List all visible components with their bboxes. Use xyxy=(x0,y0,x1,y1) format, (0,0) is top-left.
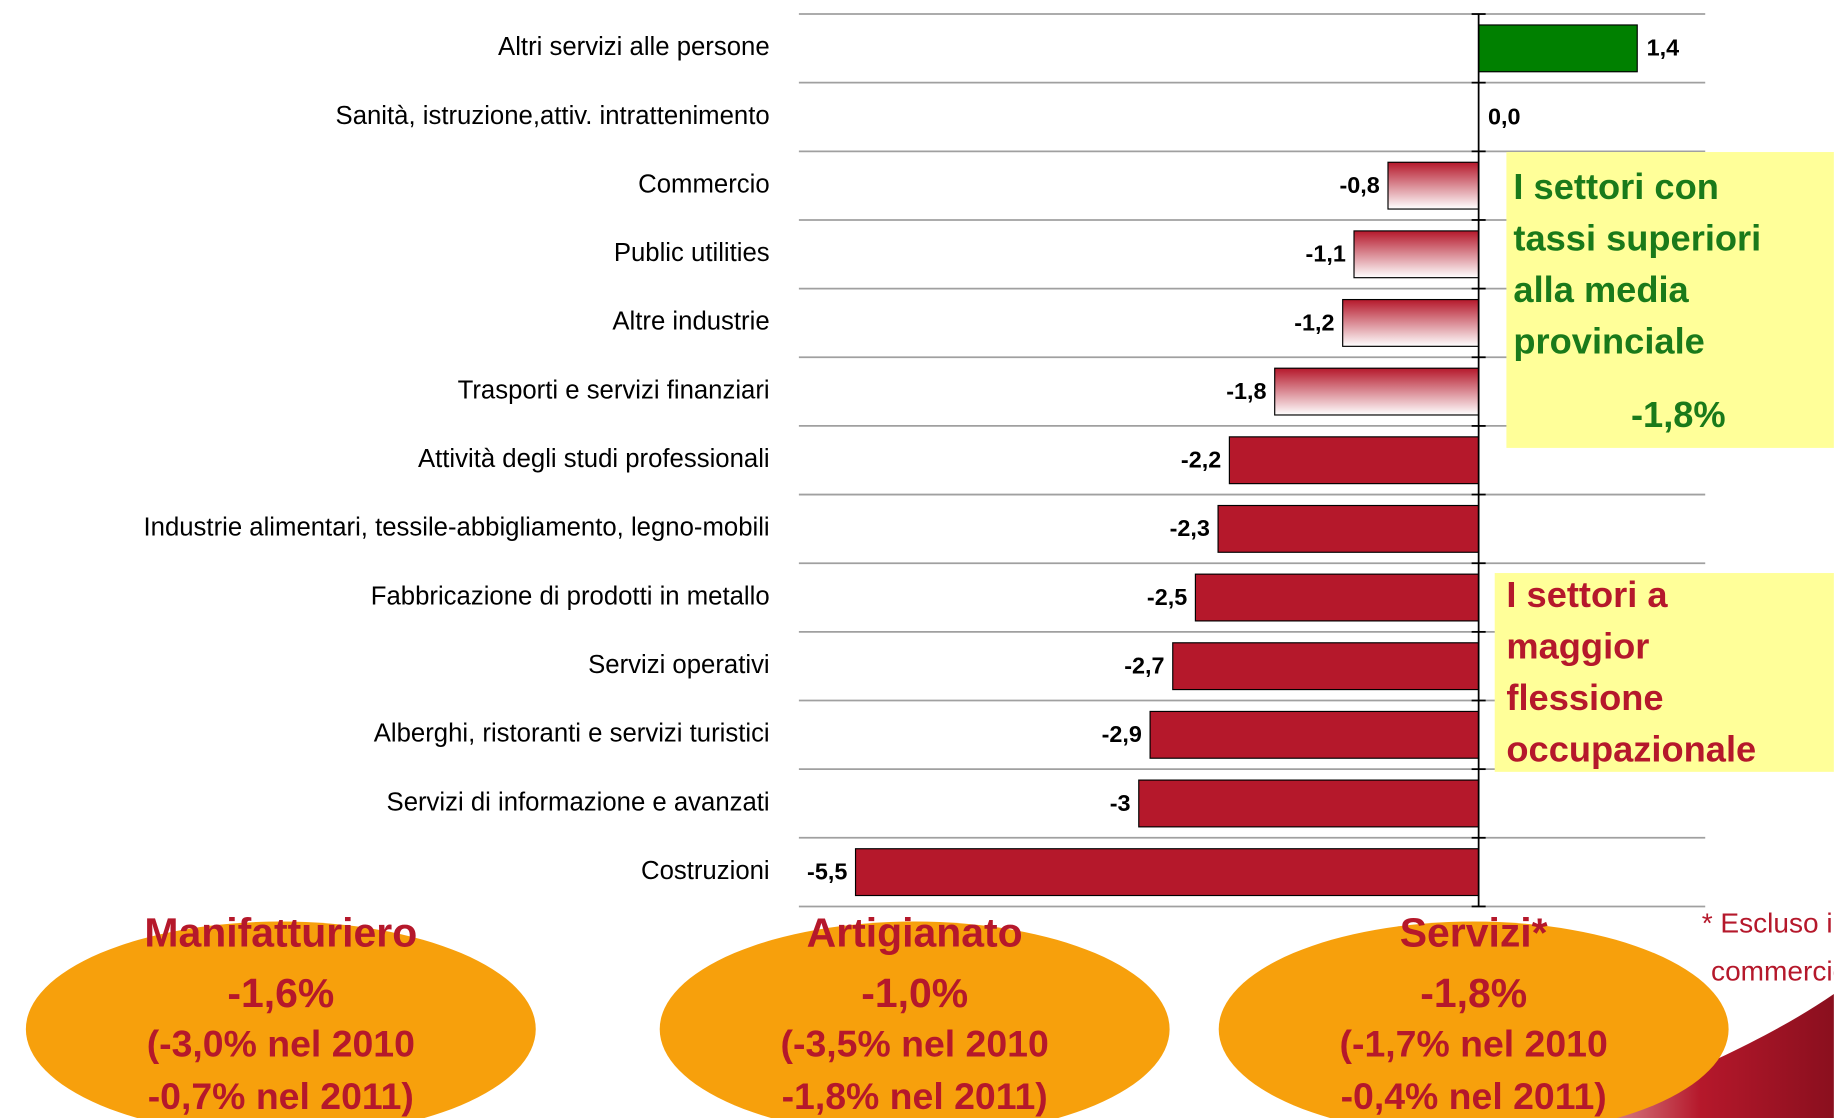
value-label: -0,8 xyxy=(1340,172,1380,198)
category-label: Altre industrie xyxy=(612,308,769,336)
summary-note: (-3,0% nel 2010 xyxy=(147,1023,415,1065)
summary-value: -1,6% xyxy=(227,970,334,1016)
category-label: Commercio xyxy=(638,170,769,198)
category-label: Sanità, istruzione,attiv. intratteniment… xyxy=(336,102,770,130)
annotation-text: maggior xyxy=(1506,626,1649,667)
bar xyxy=(1274,367,1480,416)
category-label: Altri servizi alle persone xyxy=(498,33,770,61)
value-label: -1,8 xyxy=(1226,378,1266,404)
category-label: Trasporti e servizi finanziari xyxy=(458,376,770,404)
bar xyxy=(854,848,1480,897)
value-label: -1,1 xyxy=(1306,241,1346,267)
bar xyxy=(1149,710,1480,759)
value-label: -2,7 xyxy=(1124,653,1164,679)
summary-oval xyxy=(1218,921,1729,1118)
summary-note: -0,7% nel 2011) xyxy=(148,1075,414,1117)
summary-value: -1,0% xyxy=(861,970,968,1016)
footnote: commercio xyxy=(1711,955,1834,986)
category-label: Costruzioni xyxy=(641,857,770,885)
annotation-text: flessione xyxy=(1506,677,1663,718)
category-label: Industrie alimentari, tessile-abbigliame… xyxy=(144,514,770,542)
annotation-text: alla media xyxy=(1513,269,1689,310)
bar xyxy=(1478,24,1638,73)
annotation-text: provinciale xyxy=(1513,320,1704,361)
summary-note: -0,4% nel 2011) xyxy=(1341,1075,1607,1117)
summary-note: -1,8% nel 2011) xyxy=(782,1075,1048,1117)
annotation-text: I settori a xyxy=(1506,574,1668,615)
summary-note: (-1,7% nel 2010 xyxy=(1340,1023,1608,1065)
bar xyxy=(1138,779,1480,828)
decoration xyxy=(1567,994,1834,1118)
bar xyxy=(1342,298,1480,347)
bar xyxy=(1172,642,1480,691)
annotation-text: tassi superiori xyxy=(1513,217,1761,258)
category-label: Public utilities xyxy=(614,239,770,267)
annotation-box xyxy=(1494,573,1834,772)
bar xyxy=(1387,161,1480,210)
footnote: * Escluso il xyxy=(1702,907,1834,938)
value-label: 0,0 xyxy=(1488,103,1520,129)
annotation-text: occupazionale xyxy=(1506,729,1756,770)
bar xyxy=(1228,436,1480,485)
value-label: -2,5 xyxy=(1147,584,1187,610)
summary-title: Artigianato xyxy=(807,909,1023,955)
value-label: -2,9 xyxy=(1102,721,1142,747)
bar xyxy=(1194,573,1480,622)
summary-title: Servizi* xyxy=(1400,909,1548,955)
value-label: -2,2 xyxy=(1181,447,1221,473)
category-label: Fabbricazione di prodotti in metallo xyxy=(371,582,770,610)
summary-note: (-3,5% nel 2010 xyxy=(781,1023,1049,1065)
summary-oval xyxy=(25,921,536,1118)
value-label: 1,4 xyxy=(1647,35,1680,61)
category-label: Servizi di informazione e avanzati xyxy=(387,788,770,816)
category-label: Servizi operativi xyxy=(588,651,770,679)
annotation-text: I settori con xyxy=(1513,166,1718,207)
value-label: -3 xyxy=(1110,790,1131,816)
value-label: -2,3 xyxy=(1170,515,1210,541)
category-label: Attività degli studi professionali xyxy=(418,445,770,473)
annotation-box xyxy=(1506,152,1834,448)
summary-value: -1,8% xyxy=(1420,970,1527,1016)
annotation-value: -1,8% xyxy=(1631,394,1726,435)
value-label: -5,5 xyxy=(807,858,847,884)
summary-title: Manifatturiero xyxy=(144,909,417,955)
summary-oval xyxy=(659,921,1170,1118)
category-label: Alberghi, ristoranti e servizi turistici xyxy=(374,720,770,748)
value-label: -1,2 xyxy=(1294,309,1334,335)
bar xyxy=(1217,504,1480,553)
bar xyxy=(1353,230,1480,279)
